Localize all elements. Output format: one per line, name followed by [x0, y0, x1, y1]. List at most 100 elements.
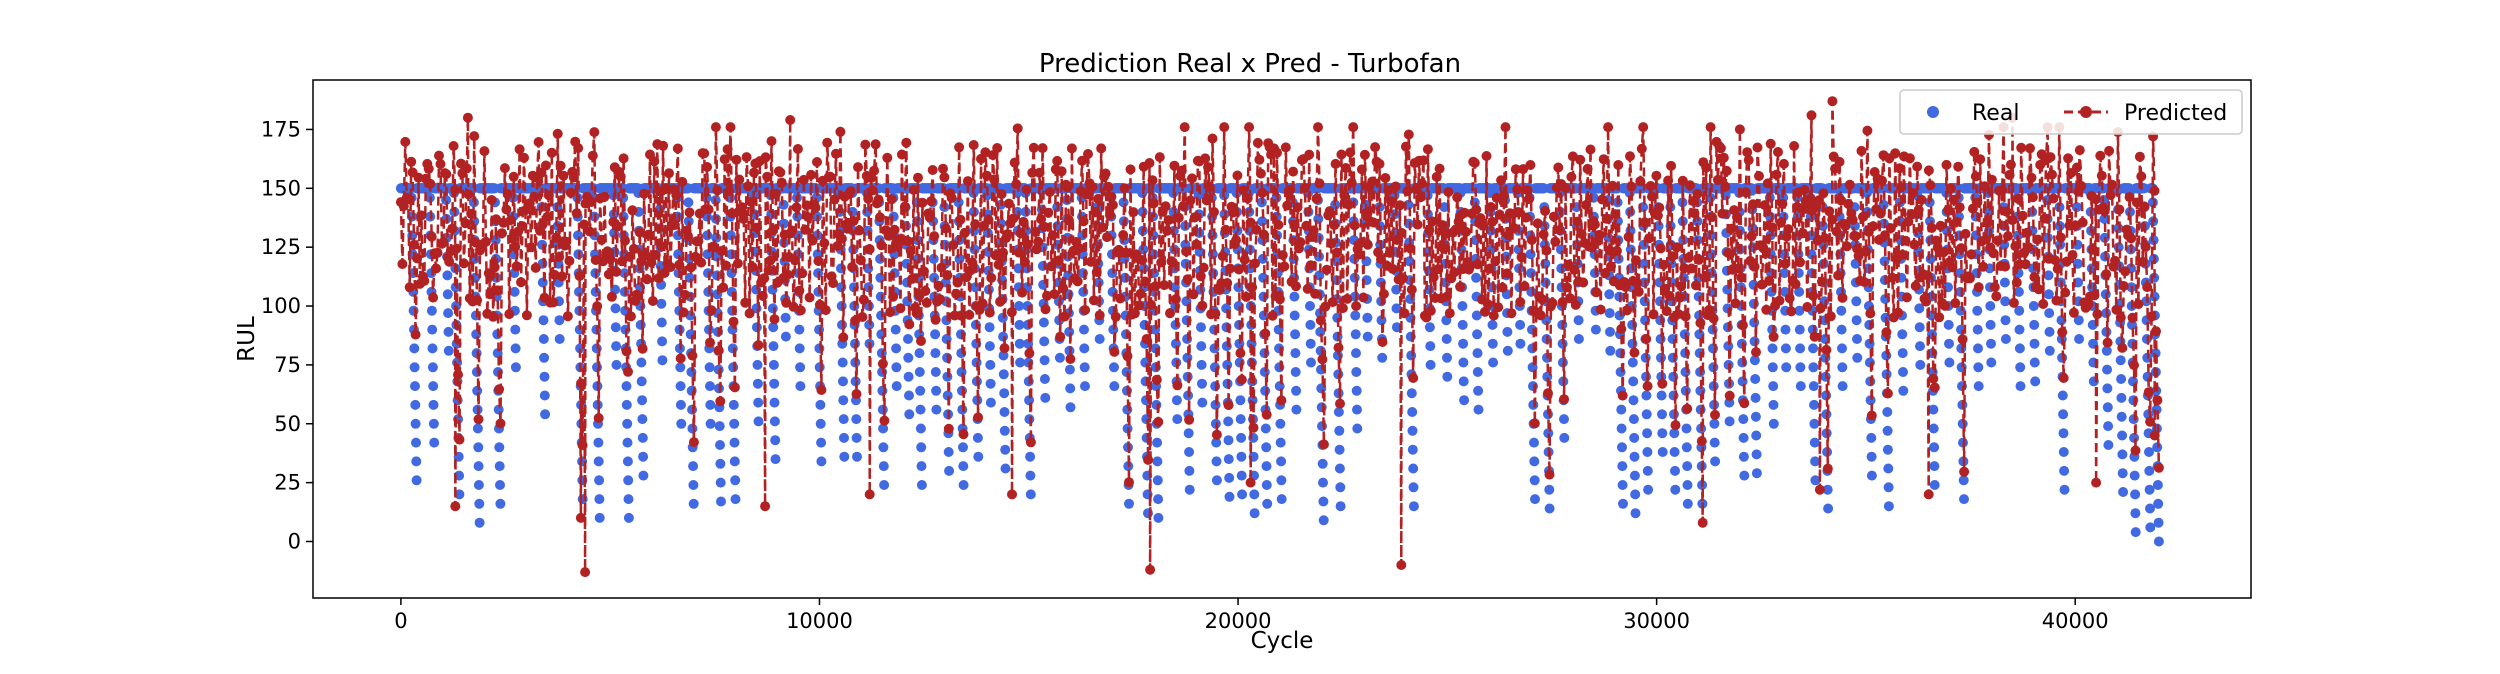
real-point [1196, 322, 1206, 333]
real-point [1809, 418, 1820, 429]
real-point [411, 475, 422, 486]
real-point [753, 416, 764, 427]
real-point [1897, 329, 1908, 340]
real-point [1406, 388, 1417, 399]
real-point [429, 437, 440, 448]
real-point [1425, 341, 1436, 352]
real-point [839, 432, 849, 443]
real-point [1407, 407, 1418, 417]
real-point [958, 461, 969, 472]
real-point [1559, 432, 1570, 443]
real-point [915, 423, 926, 434]
real-point [443, 308, 454, 319]
real-point [1929, 461, 1940, 472]
real-point [1236, 451, 1247, 462]
real-point [2044, 308, 2055, 319]
real-point [891, 362, 902, 373]
real-point [815, 418, 826, 429]
real-point [1852, 334, 1862, 344]
real-point [1457, 319, 1468, 330]
real-point [638, 470, 649, 481]
real-point [1852, 352, 1863, 363]
real-point [1627, 338, 1638, 349]
real-point [1643, 484, 1654, 495]
real-point [1604, 308, 1615, 319]
real-point [1289, 310, 1300, 321]
real-point [985, 397, 996, 408]
real-point [1276, 494, 1287, 505]
real-point [1750, 392, 1761, 403]
real-point [1628, 395, 1639, 406]
real-point [573, 230, 583, 241]
real-point [593, 456, 604, 467]
real-point [999, 425, 1010, 436]
real-point [1317, 458, 1328, 469]
real-point [2044, 345, 2055, 356]
real-point [1669, 447, 1680, 457]
real-point [1291, 385, 1302, 396]
real-point [411, 456, 422, 467]
real-point [1768, 399, 1779, 410]
real-point [1943, 319, 1954, 330]
real-point [1276, 456, 1287, 467]
real-point [1628, 376, 1639, 387]
real-point [1883, 501, 1894, 512]
real-point [715, 458, 726, 469]
real-point [1808, 343, 1819, 354]
real-point [778, 199, 789, 210]
real-point [409, 362, 420, 373]
real-point [1039, 336, 1050, 347]
real-point [972, 432, 983, 443]
real-point [1627, 357, 1638, 368]
real-point [702, 230, 713, 241]
real-point [837, 357, 848, 368]
real-point [875, 272, 886, 283]
real-point [1590, 324, 1601, 335]
real-point [999, 388, 1010, 399]
real-point [1914, 322, 1925, 333]
real-point [930, 367, 941, 377]
real-point [780, 312, 791, 323]
real-point [636, 376, 647, 387]
real-point [1526, 268, 1536, 279]
real-point [1630, 489, 1641, 500]
real-point [1616, 404, 1627, 415]
real-point [1184, 465, 1195, 476]
real-point [1628, 414, 1639, 425]
real-point [891, 381, 902, 392]
real-point [1306, 357, 1316, 368]
real-point [768, 341, 779, 352]
real-point [1171, 395, 1182, 406]
real-point [1487, 338, 1498, 349]
real-point [1882, 444, 1893, 455]
real-point [1151, 399, 1162, 410]
real-point [877, 385, 888, 396]
real-point [914, 367, 925, 377]
real-point [622, 418, 633, 429]
real-point [1837, 362, 1848, 373]
real-point [1866, 470, 1877, 481]
real-point [1657, 447, 1668, 457]
real-point [1458, 338, 1469, 349]
real-point [622, 437, 633, 448]
real-point [540, 409, 551, 420]
real-point [1457, 301, 1468, 311]
real-point [427, 324, 438, 335]
real-point [878, 442, 889, 453]
real-point [1515, 319, 1526, 330]
real-point [816, 437, 827, 448]
real-point [1669, 409, 1679, 420]
real-point [443, 326, 454, 337]
real-point [1236, 432, 1247, 443]
real-point [1473, 404, 1484, 415]
real-point [769, 378, 780, 389]
real-point [915, 404, 926, 415]
real-point [1184, 484, 1195, 495]
real-point [1751, 468, 1762, 479]
real-point [1211, 475, 1222, 486]
real-point [656, 317, 667, 328]
real-point [1064, 364, 1075, 375]
real-point [538, 334, 549, 344]
real-point [636, 357, 647, 368]
real-point [637, 414, 648, 425]
